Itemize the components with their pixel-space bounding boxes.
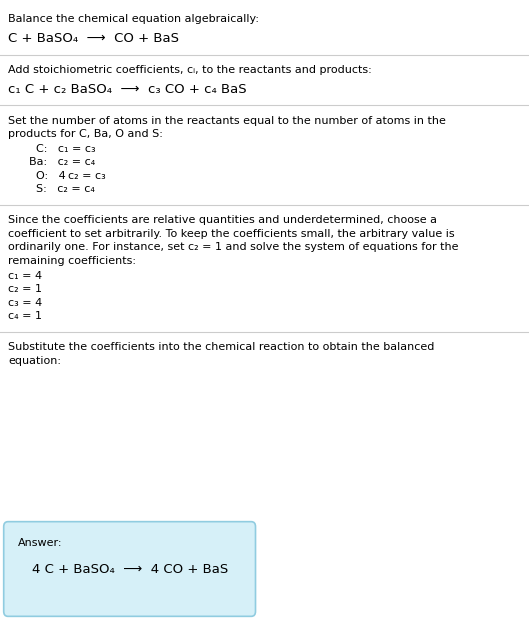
- Text: Add stoichiometric coefficients, cᵢ, to the reactants and products:: Add stoichiometric coefficients, cᵢ, to …: [8, 65, 372, 75]
- Text: c₄ = 1: c₄ = 1: [8, 311, 42, 321]
- Text: products for C, Ba, O and S:: products for C, Ba, O and S:: [8, 129, 163, 139]
- Text: S:   c₂ = c₄: S: c₂ = c₄: [29, 184, 95, 194]
- Text: ordinarily one. For instance, set c₂ = 1 and solve the system of equations for t: ordinarily one. For instance, set c₂ = 1…: [8, 243, 459, 253]
- Text: Set the number of atoms in the reactants equal to the number of atoms in the: Set the number of atoms in the reactants…: [8, 116, 446, 125]
- Text: Since the coefficients are relative quantities and underdetermined, choose a: Since the coefficients are relative quan…: [8, 216, 437, 226]
- Text: coefficient to set arbitrarily. To keep the coefficients small, the arbitrary va: coefficient to set arbitrarily. To keep …: [8, 229, 454, 239]
- Text: Ba:   c₂ = c₄: Ba: c₂ = c₄: [29, 157, 95, 167]
- Text: c₁ = 4: c₁ = 4: [8, 271, 42, 281]
- Text: remaining coefficients:: remaining coefficients:: [8, 256, 136, 266]
- Text: Balance the chemical equation algebraically:: Balance the chemical equation algebraica…: [8, 14, 259, 24]
- FancyBboxPatch shape: [4, 522, 256, 616]
- Text: Substitute the coefficients into the chemical reaction to obtain the balanced: Substitute the coefficients into the che…: [8, 342, 434, 352]
- Text: C + BaSO₄  ⟶  CO + BaS: C + BaSO₄ ⟶ CO + BaS: [8, 32, 179, 45]
- Text: c₃ = 4: c₃ = 4: [8, 298, 42, 308]
- Text: equation:: equation:: [8, 356, 61, 366]
- Text: C:   c₁ = c₃: C: c₁ = c₃: [29, 144, 96, 154]
- Text: c₂ = 1: c₂ = 1: [8, 284, 42, 294]
- Text: Answer:: Answer:: [17, 538, 62, 548]
- Text: 4 C + BaSO₄  ⟶  4 CO + BaS: 4 C + BaSO₄ ⟶ 4 CO + BaS: [32, 563, 228, 576]
- Text: c₁ C + c₂ BaSO₄  ⟶  c₃ CO + c₄ BaS: c₁ C + c₂ BaSO₄ ⟶ c₃ CO + c₄ BaS: [8, 83, 247, 95]
- Text: O:   4 c₂ = c₃: O: 4 c₂ = c₃: [29, 171, 106, 181]
